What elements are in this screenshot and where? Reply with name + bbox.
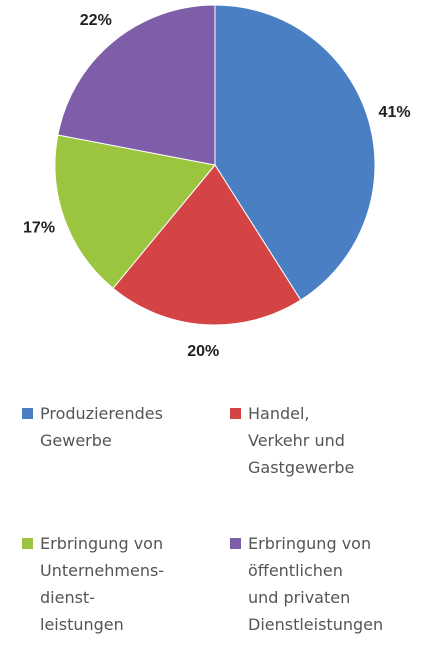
legend-label: Erbringung von Unternehmens- dienst- lei… xyxy=(40,534,165,634)
legend-label: Erbringung von öffentlichen und privaten… xyxy=(248,534,384,634)
slice-label: 20% xyxy=(187,343,219,360)
pie-slice xyxy=(57,4,216,166)
legend-label: Handel, Verkehr und Gastgewerbe xyxy=(248,404,355,477)
slice-label: 17% xyxy=(23,220,55,237)
legend-swatch xyxy=(230,408,241,419)
slice-label: 22% xyxy=(80,12,112,29)
legend-swatch xyxy=(230,538,241,549)
pie-slice xyxy=(112,164,302,326)
legend-swatch xyxy=(22,538,33,549)
legend-swatch xyxy=(22,408,33,419)
pie-chart: 41% 20% 17% 22% xyxy=(23,4,411,360)
pie-slice xyxy=(214,4,376,301)
pie-slice xyxy=(54,134,216,289)
legend-label: Produzierendes Gewerbe xyxy=(40,404,163,450)
slice-label: 41% xyxy=(379,104,411,121)
